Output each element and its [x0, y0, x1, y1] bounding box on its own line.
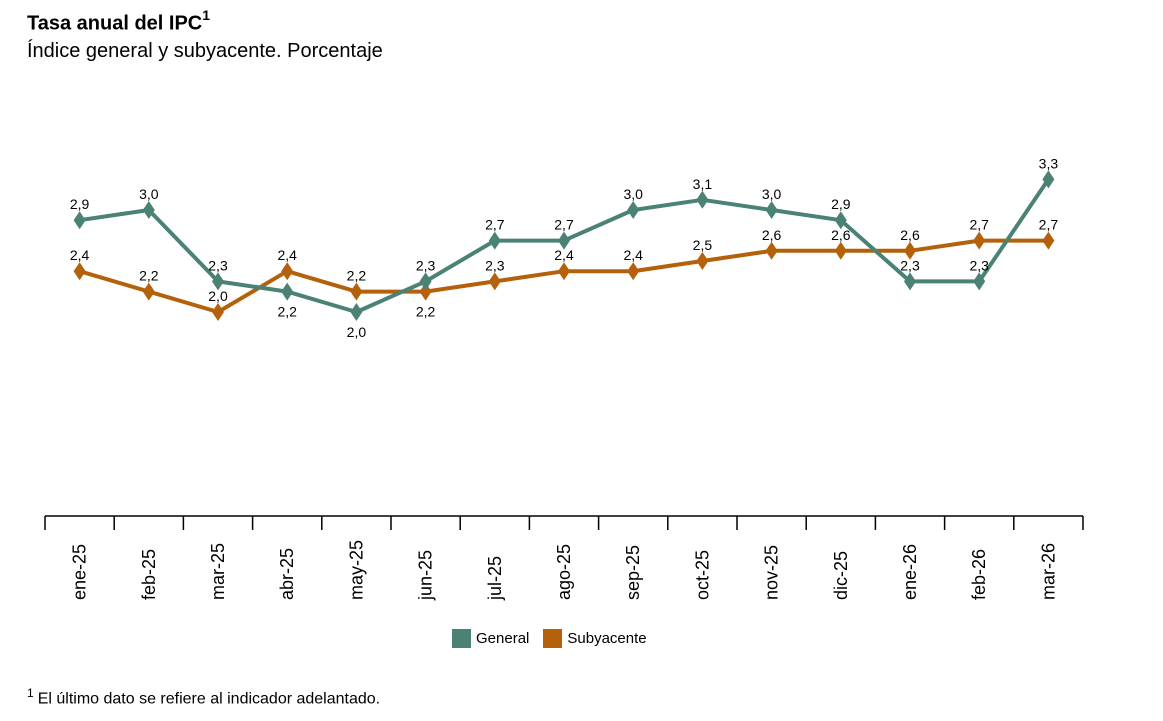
- data-label: 2,3: [416, 257, 436, 273]
- legend-swatch-general: [452, 629, 471, 648]
- legend-item-general: General: [452, 629, 529, 648]
- data-label: 2,7: [554, 217, 574, 233]
- data-label: 3,0: [623, 186, 643, 202]
- footnote: 1 El último dato se refiere al indicador …: [27, 686, 380, 708]
- x-tick-label: feb-25: [139, 549, 159, 600]
- data-label: 2,2: [277, 304, 297, 320]
- data-label: 3,1: [693, 176, 713, 192]
- data-point-marker: [973, 231, 986, 250]
- data-label: 2,0: [347, 324, 367, 340]
- data-point-marker: [212, 303, 224, 321]
- legend-item-subyacente: Subyacente: [543, 629, 647, 648]
- footnote-text: El último dato se refiere al indicador a…: [37, 690, 381, 708]
- data-point-marker: [142, 282, 155, 301]
- data-point-marker: [212, 272, 224, 291]
- x-tick-label: mar-26: [1038, 543, 1058, 600]
- data-point-marker: [419, 282, 432, 301]
- x-tick-label: jul-25: [485, 556, 505, 601]
- legend-swatch-subyacente: [543, 629, 563, 648]
- x-tick-label: ene-25: [70, 544, 90, 600]
- legend: General Subyacente: [452, 629, 647, 648]
- legend-label-subyacente: Subyacente: [567, 630, 647, 647]
- data-point-marker: [350, 303, 363, 321]
- x-tick-label: feb-26: [969, 549, 989, 600]
- data-point-marker: [1042, 170, 1055, 189]
- data-point-marker: [765, 201, 778, 219]
- data-label: 2,4: [277, 247, 297, 263]
- data-point-marker: [419, 272, 432, 291]
- data-label: 2,6: [900, 227, 920, 243]
- x-tick-label: oct-25: [692, 550, 712, 600]
- data-label: 2,2: [139, 268, 159, 284]
- chart-subtitle: Índice general y subyacente. Porcentaje: [27, 40, 383, 62]
- data-point-marker: [904, 272, 916, 291]
- title-footnote-marker: 1: [202, 7, 211, 23]
- data-label: 2,0: [208, 288, 228, 304]
- data-label: 2,4: [623, 247, 643, 263]
- data-label: 2,3: [485, 257, 505, 273]
- data-label: 2,2: [416, 304, 436, 320]
- x-tick-label: mar-25: [208, 543, 228, 600]
- data-label: 2,5: [693, 237, 713, 253]
- data-label: 3,0: [139, 186, 159, 202]
- x-tick-label: nov-25: [762, 545, 782, 600]
- data-point-marker: [973, 272, 986, 291]
- data-label: 3,3: [1039, 155, 1059, 171]
- x-tick-label: ago-25: [554, 544, 574, 600]
- data-label: 2,4: [554, 247, 574, 263]
- x-tick-label: jun-25: [416, 550, 436, 601]
- footnote-marker: 1: [27, 686, 34, 700]
- data-point-marker: [696, 190, 709, 209]
- data-label: 2,7: [969, 217, 989, 233]
- data-label: 2,9: [831, 196, 851, 212]
- data-point-marker: [281, 282, 294, 301]
- x-tick-label: may-25: [346, 540, 366, 600]
- data-label: 2,3: [208, 257, 228, 273]
- x-tick-label: ene-26: [900, 544, 920, 600]
- data-point-marker: [765, 241, 778, 260]
- data-label: 2,2: [347, 268, 367, 284]
- data-point-marker: [627, 262, 640, 281]
- data-point-marker: [142, 201, 155, 219]
- legend-label-general: General: [476, 630, 530, 647]
- x-tick-label: abr-25: [277, 548, 297, 600]
- data-point-marker: [350, 282, 363, 301]
- data-label: 2,3: [900, 257, 920, 273]
- x-tick-label: sep-25: [623, 545, 643, 600]
- data-label: 2,3: [969, 257, 989, 273]
- data-point-marker: [558, 231, 570, 250]
- data-label: 3,0: [762, 186, 782, 202]
- data-point-marker: [281, 262, 294, 281]
- data-point-marker: [627, 201, 640, 219]
- data-point-marker: [488, 231, 501, 250]
- data-label: 2,7: [1039, 217, 1059, 233]
- data-point-marker: [73, 211, 86, 230]
- data-point-marker: [488, 272, 501, 291]
- data-point-marker: [73, 262, 86, 281]
- data-point-marker: [834, 241, 847, 260]
- data-point-marker: [834, 211, 847, 230]
- title-text: Tasa anual del IPC: [27, 12, 203, 35]
- x-tick-label: dic-25: [831, 551, 851, 600]
- data-point-marker: [1042, 231, 1055, 250]
- data-label: 2,6: [762, 227, 782, 243]
- data-label: 2,9: [70, 196, 90, 212]
- data-point-marker: [696, 252, 709, 270]
- data-point-marker: [558, 262, 570, 281]
- data-point-marker: [904, 241, 916, 260]
- data-label: 2,6: [831, 227, 851, 243]
- data-label: 2,7: [485, 217, 505, 233]
- data-label: 2,4: [70, 247, 90, 263]
- chart-title: Tasa anual del IPC1: [27, 7, 211, 36]
